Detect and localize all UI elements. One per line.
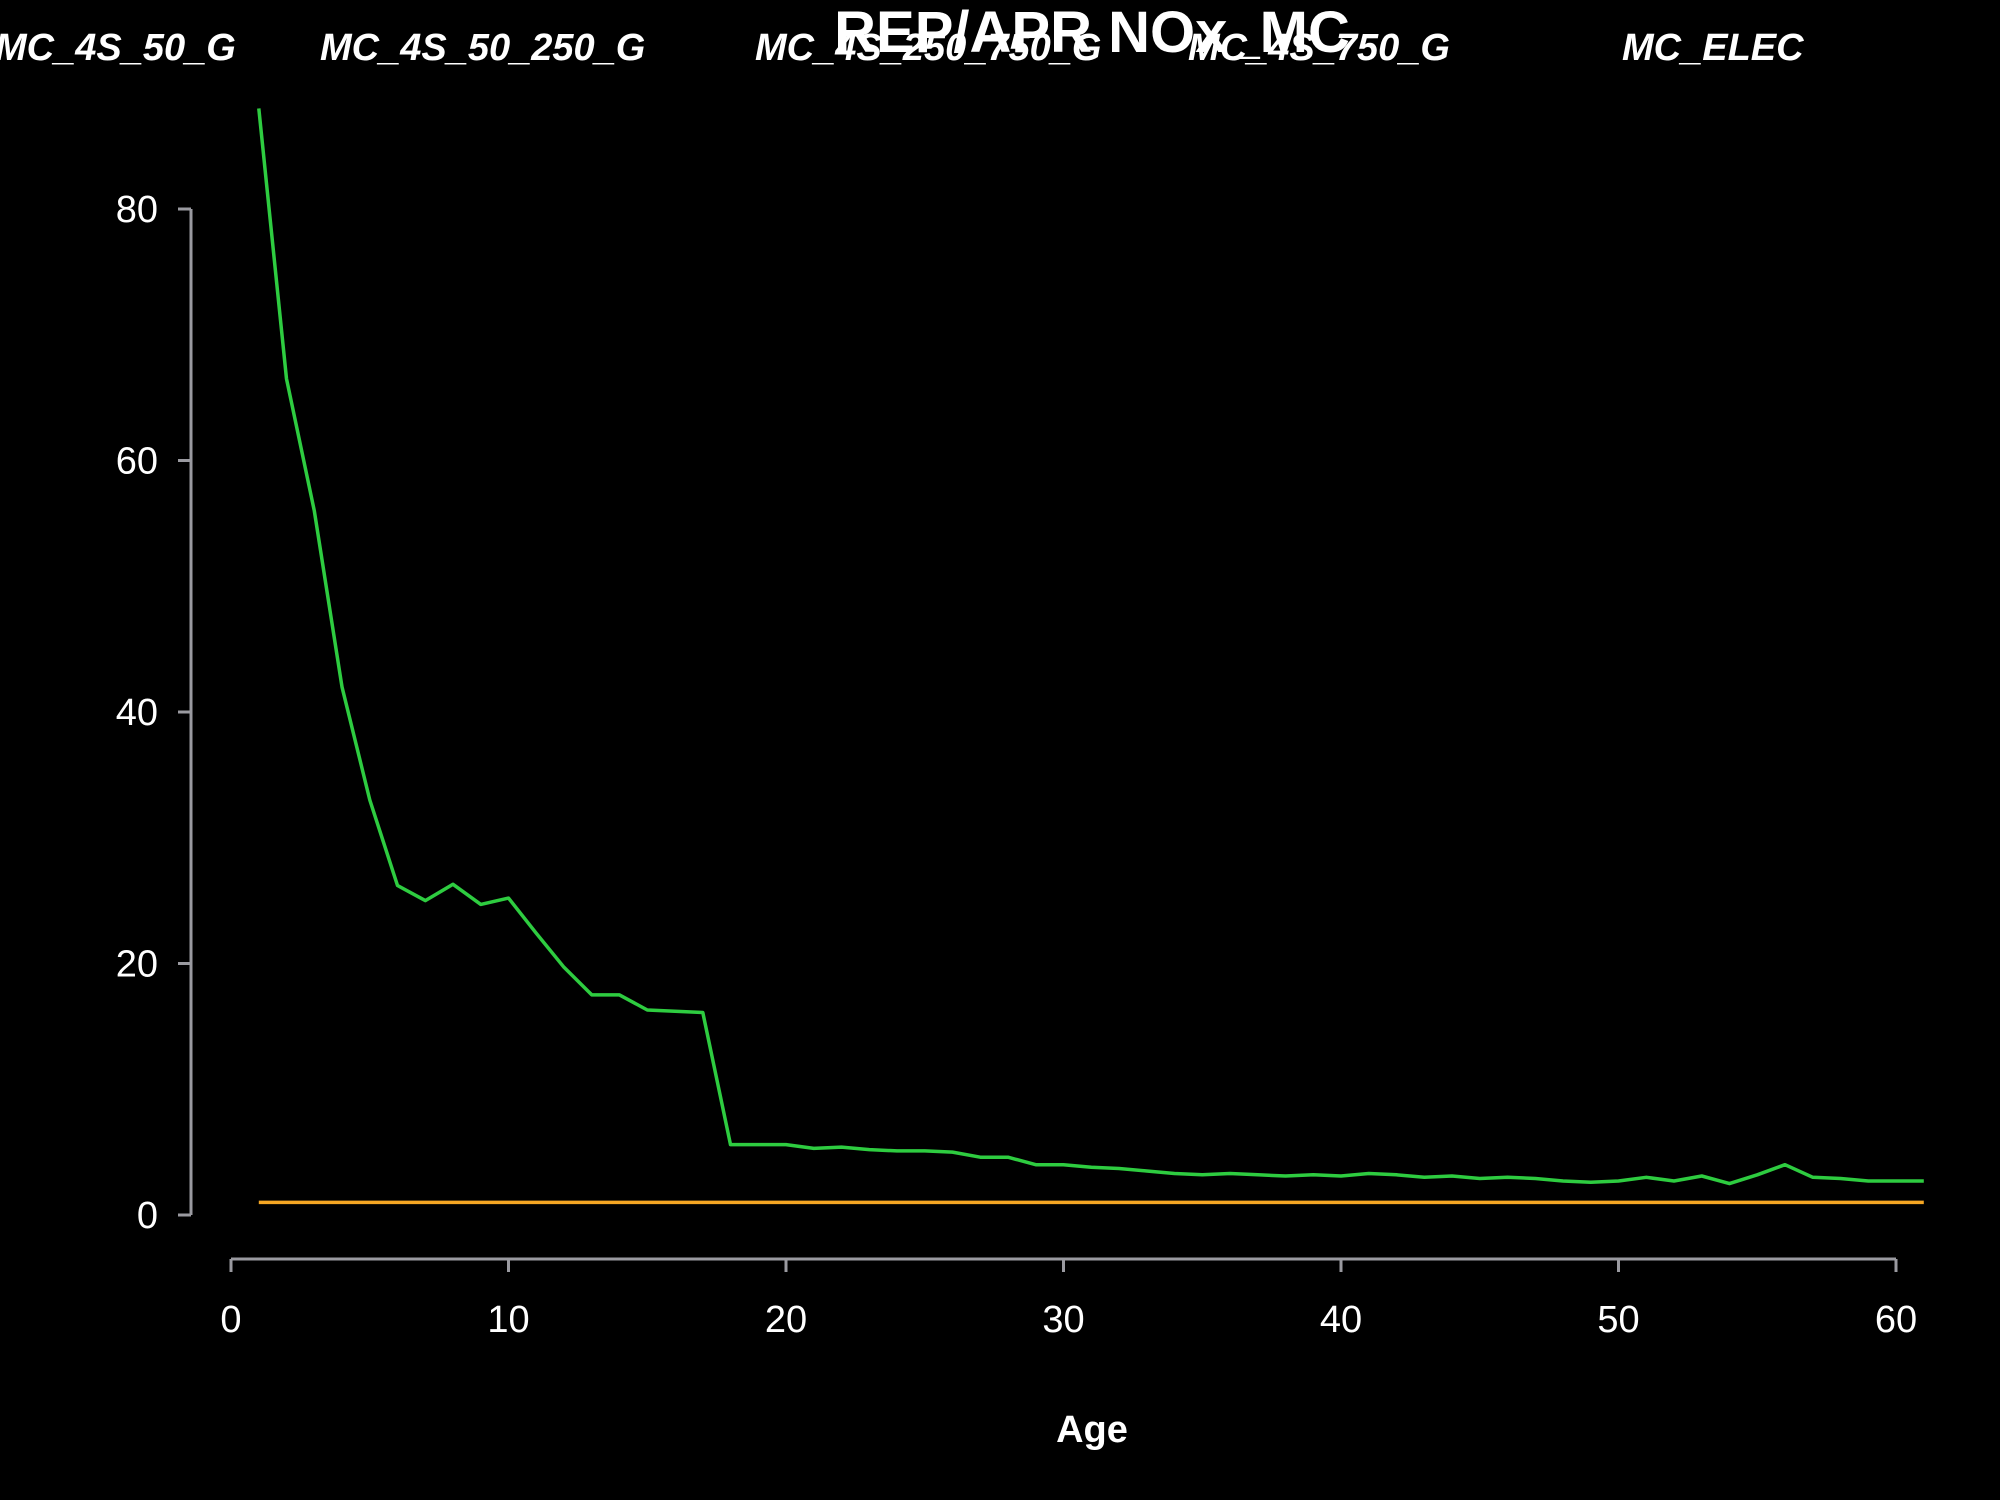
y-tick-label: 20 xyxy=(116,944,158,986)
legend-item-mc-4s-50-250-g: MC_4S_50_250_G xyxy=(320,27,645,69)
x-axis-label: Age xyxy=(1056,1409,1128,1451)
x-tick-label: 30 xyxy=(1042,1299,1084,1341)
legend-item-mc-4s-750-g: MC_4S_750_G xyxy=(1188,27,1450,69)
legend-item-mc-4s-250-750-g: MC_4S_250_750_G xyxy=(755,27,1101,69)
y-tick-label: 80 xyxy=(116,189,158,231)
x-axis: 0 10 20 30 40 50 60 xyxy=(220,1257,1917,1341)
x-tick-label: 10 xyxy=(487,1299,529,1341)
x-tick-label: 40 xyxy=(1320,1299,1362,1341)
y-tick-label: 60 xyxy=(116,441,158,483)
x-tick-label: 50 xyxy=(1597,1299,1639,1341)
chart-title: REP/APR NOx_MC xyxy=(834,0,1350,65)
y-axis: 0 20 40 60 80 xyxy=(116,189,193,1237)
legend-item-mc-elec: MC_ELEC xyxy=(1622,27,1804,69)
x-tick-label: 0 xyxy=(220,1299,241,1341)
x-tick-label: 20 xyxy=(765,1299,807,1341)
series-group xyxy=(257,108,1924,1205)
legend: MC_4S_50_G MC_4S_50_250_G MC_4S_250_750_… xyxy=(0,27,1804,69)
legend-item-mc-4s-50-g: MC_4S_50_G xyxy=(0,27,236,69)
y-tick-label: 0 xyxy=(137,1195,158,1237)
y-tick-label: 40 xyxy=(116,692,158,734)
series-line-1 xyxy=(257,108,1924,1186)
x-tick-label: 60 xyxy=(1875,1299,1917,1341)
